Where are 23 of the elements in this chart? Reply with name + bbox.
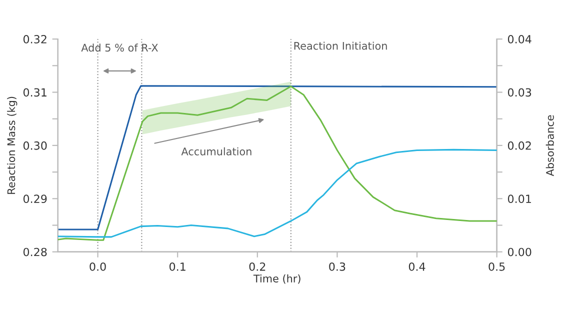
y2-tick-label: 0.03	[508, 88, 532, 97]
x-axis-title: Time (hr)	[253, 274, 300, 284]
x-tick-label: 0.2	[249, 262, 266, 271]
annotation: Accumulation	[181, 147, 252, 156]
line-series	[58, 148, 497, 238]
y-tick-label: 0.30	[23, 141, 47, 150]
y-tick-label: 0.28	[23, 248, 47, 256]
y2-tick-label: 0.01	[508, 194, 531, 204]
x-tick-label: 0.1	[169, 262, 186, 271]
x-tick-label: 0.5	[488, 262, 505, 271]
y2-tick-label: 0.02	[508, 141, 531, 150]
y-tick-label: 0.29	[23, 194, 47, 204]
y-tick-label: 0.32	[23, 35, 46, 44]
x-tick-label: 0.0	[90, 262, 106, 271]
y2-tick-label: 0.04	[508, 35, 532, 44]
ref-line-label: Reaction Initiation	[294, 42, 387, 50]
x-tick-label: 0.4	[408, 262, 426, 271]
y-axis-title: Reaction Mass (kg)	[7, 96, 18, 194]
y2-axis-title: Absorbance	[546, 115, 554, 176]
x-tick-label: 0.3	[329, 262, 346, 271]
annotation: Add 5 % of R-X	[81, 44, 158, 52]
y2-tick-label: 0.00	[508, 248, 532, 256]
y-tick-label: 0.31	[23, 88, 46, 97]
